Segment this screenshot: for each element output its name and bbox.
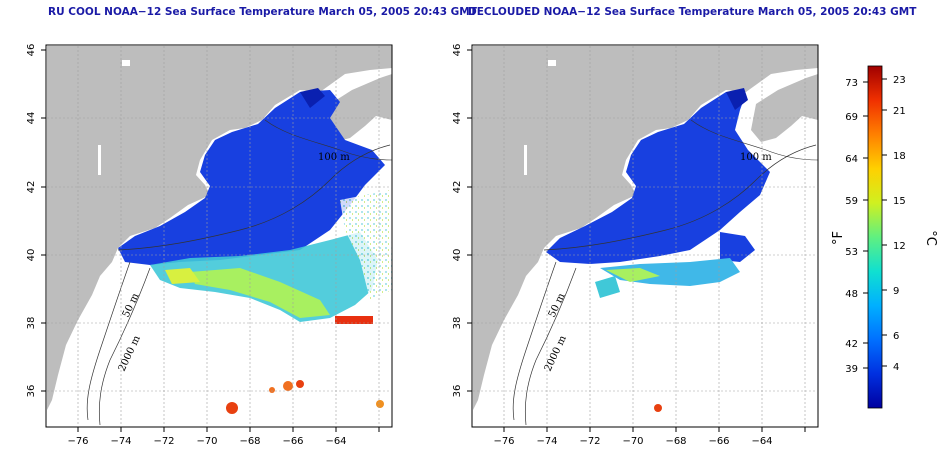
right-ytick: 44 [452, 112, 463, 125]
left-xtick: −70 [196, 436, 217, 447]
right-xtick: −70 [622, 436, 643, 447]
left-nova-scotia [325, 74, 392, 142]
colorbar-f-tick: 59 [845, 196, 858, 207]
right-contour-label: 100 m [740, 152, 772, 163]
left-xtick: −76 [67, 436, 88, 447]
right-ytick: 36 [452, 385, 463, 398]
right-map: −76 −74 −72 −70 −68 −66 −64 36 38 40 42 … [452, 44, 819, 447]
right-ytick: 42 [452, 181, 463, 194]
colorbar-c-tick: 9 [893, 286, 899, 297]
right-ytick: 40 [452, 249, 463, 262]
left-xtick: −66 [282, 436, 303, 447]
left-gridlines [47, 46, 391, 426]
colorbar-c-tick: 15 [893, 196, 906, 207]
left-xtick: −72 [153, 436, 174, 447]
colorbar-c-tick: 23 [893, 75, 906, 86]
colorbar-f-tick: 53 [845, 247, 858, 258]
colorbar: 73 69 64 59 53 48 42 39 23 21 18 15 12 9… [831, 65, 938, 409]
right-map-title: DECLOUDED NOAA−12 Sea Surface Temperatur… [468, 6, 917, 18]
right-xtick: −64 [751, 436, 772, 447]
colorbar-f-tick: 64 [845, 154, 858, 165]
left-xtick: −68 [239, 436, 260, 447]
left-cold-water [118, 90, 385, 265]
left-ytick: 36 [26, 385, 37, 398]
colorbar-f-tick: 39 [845, 364, 858, 375]
colorbar-c-tick: 21 [893, 106, 906, 117]
left-ytick: 42 [26, 181, 37, 194]
right-land [473, 46, 818, 410]
right-nova-scotia [751, 74, 818, 142]
right-ytick: 38 [452, 317, 463, 330]
left-land [47, 46, 392, 410]
left-ytick: 38 [26, 317, 37, 330]
colorbar-c-tick: 4 [893, 362, 899, 373]
colorbar-f-tick: 73 [845, 78, 858, 89]
colorbar-f-tick: 48 [845, 289, 858, 300]
right-xtick: −66 [708, 436, 729, 447]
colorbar-f-tick: 42 [845, 339, 858, 350]
colorbar-f-tick: 69 [845, 112, 858, 123]
right-warm-patch [654, 404, 662, 412]
colorbar-c-tick: 12 [893, 241, 906, 252]
colorbar-fahrenheit-label: °F [831, 231, 846, 245]
colorbar-c-tick: 18 [893, 151, 906, 162]
colorbar-c-tick: 6 [893, 331, 899, 342]
colorbar-gradient [867, 65, 883, 409]
left-xtick: −64 [325, 436, 346, 447]
right-xtick: −68 [665, 436, 686, 447]
left-xtick: −74 [110, 436, 131, 447]
left-contour-label: 100 m [318, 152, 350, 163]
right-gridlines [473, 46, 817, 426]
left-ytick: 40 [26, 249, 37, 262]
right-cold-water [546, 92, 770, 264]
left-map-title: RU COOL NOAA−12 Sea Surface Temperature … [48, 6, 477, 18]
left-warm-patch [335, 316, 373, 324]
left-ytick: 46 [26, 44, 37, 57]
right-ytick: 46 [452, 44, 463, 57]
left-map: −76 −74 −72 −70 −68 −66 −64 36 38 40 42 … [26, 44, 393, 447]
right-xtick: −74 [536, 436, 557, 447]
right-xtick: −76 [493, 436, 514, 447]
left-ytick: 44 [26, 112, 37, 125]
colorbar-celsius-label: °C [923, 230, 938, 246]
right-xtick: −72 [579, 436, 600, 447]
